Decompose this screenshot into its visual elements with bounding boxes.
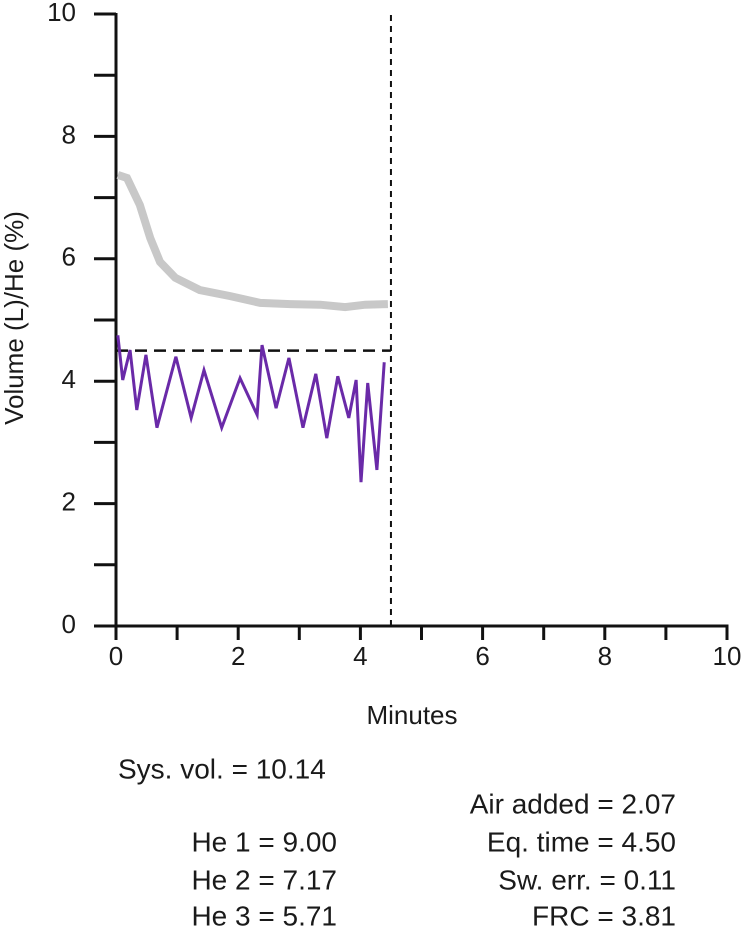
x-tick-label: 0	[109, 641, 123, 671]
x-tick-label: 2	[231, 641, 245, 671]
y-tick-label: 2	[62, 486, 76, 516]
x-tick-label: 10	[713, 641, 742, 671]
x-tick-label: 8	[598, 641, 612, 671]
annotation: FRC = 3.81	[532, 900, 676, 931]
annotation: He 3 = 5.71	[191, 900, 337, 931]
annotation: Eq. time = 4.50	[487, 826, 676, 857]
annotation: Sys. vol. = 10.14	[118, 753, 326, 784]
data-line	[116, 335, 386, 483]
annotation: Sw. err. = 0.11	[498, 864, 676, 895]
y-tick-label: 4	[62, 364, 76, 394]
y-tick-label: 6	[62, 242, 76, 272]
data-line	[116, 171, 389, 312]
y-axis-title: Volume (L)/He (%)	[0, 211, 29, 425]
x-tick-label: 4	[353, 641, 367, 671]
y-tick-label: 10	[47, 0, 76, 27]
annotation: He 1 = 9.00	[191, 826, 337, 857]
x-tick-label: 6	[475, 641, 489, 671]
y-tick-label: 8	[62, 119, 76, 149]
annotation: Air added = 2.07	[470, 788, 676, 819]
annotation: He 2 = 7.17	[191, 864, 337, 895]
y-tick-label: 0	[62, 609, 76, 639]
x-axis-title: Minutes	[366, 700, 457, 730]
